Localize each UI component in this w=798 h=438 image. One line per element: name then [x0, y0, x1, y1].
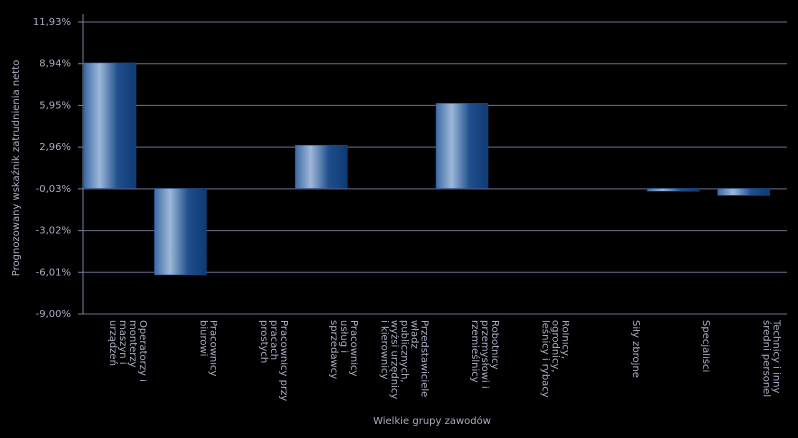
- bar: [646, 188, 700, 192]
- y-tick-label: -3,02%: [36, 226, 71, 237]
- bar: [435, 103, 489, 189]
- x-tick-label: Specjaliści: [700, 320, 711, 373]
- x-tick-label: Robotnicy przemysłowi i rzemieślnicy: [469, 320, 499, 389]
- y-tick-label: 2,96%: [39, 142, 71, 153]
- x-tick-label: Operatorzy i monterzy maszyn i urządzeń: [107, 320, 147, 382]
- x-tick-label: Pracownicy biurowi: [197, 320, 218, 377]
- y-tick-label: 11,93%: [33, 17, 71, 28]
- bar: [83, 62, 137, 189]
- y-tick-label: -9,00%: [36, 309, 71, 320]
- x-tick-label: Pracownicy usług i sprzedawcy: [328, 320, 359, 380]
- y-tick-label: -6,01%: [36, 267, 71, 278]
- x-tick-label: Przedstawiciele władz publicznych, wyżsi…: [378, 320, 429, 400]
- bar: [154, 188, 207, 276]
- y-tick-label: -0,03%: [36, 184, 71, 195]
- bar: [717, 188, 770, 196]
- y-tick-label: 8,94%: [39, 59, 71, 70]
- y-tick-label: 5,95%: [39, 100, 71, 111]
- bar: [294, 144, 348, 189]
- x-tick-label: Pracownicy przy pracach prostych: [257, 320, 288, 402]
- x-axis-title: Wielkie grupy zawodów: [373, 415, 491, 427]
- y-axis-title: Prognozowany wskaźnik zatrudnienia netto: [10, 60, 22, 276]
- x-tick-label: Rolnicy, ogrodnicy, leśnicy i rybacy: [539, 320, 570, 398]
- x-tick-label: Technicy i inny średni personel: [760, 320, 781, 398]
- x-tick-label: Siły zbrojne: [629, 320, 640, 378]
